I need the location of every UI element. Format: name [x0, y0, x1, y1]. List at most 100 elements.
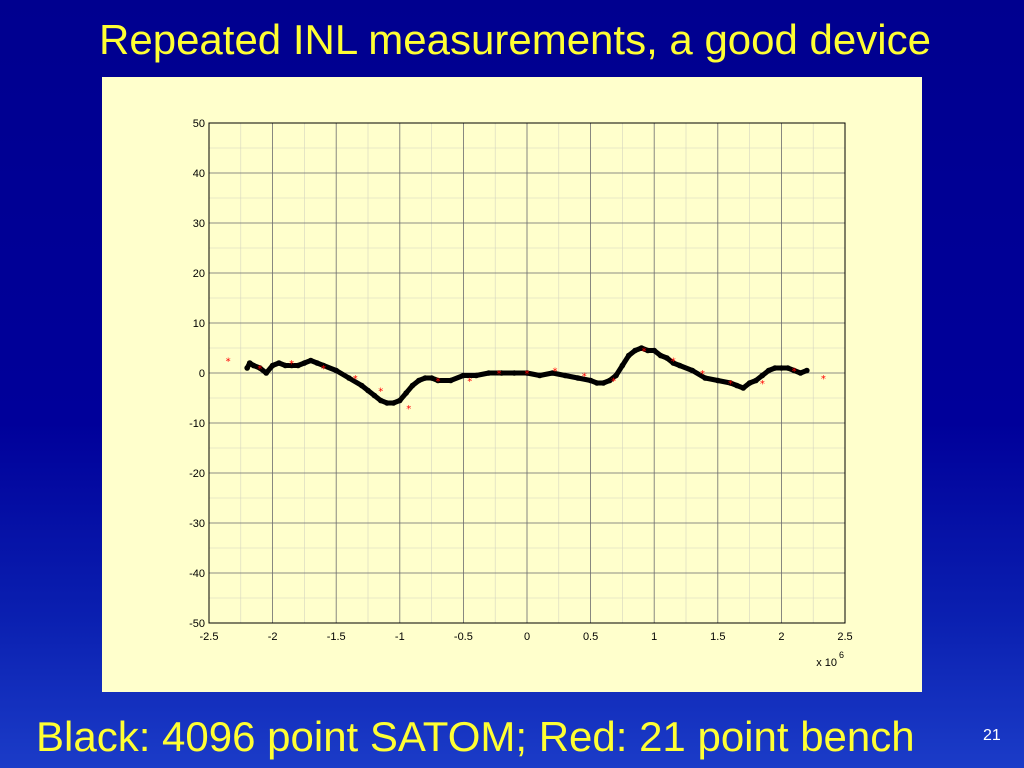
black-series-point — [447, 377, 454, 384]
black-series-point — [791, 367, 797, 374]
y-tick-label: 0 — [199, 368, 205, 380]
black-series-point — [288, 362, 295, 369]
red-series-point: * — [226, 357, 231, 368]
red-series-point: * — [289, 359, 294, 370]
y-tick-label: 20 — [193, 268, 205, 280]
inl-chart: -2.5 -2 -1.5 -1 -0.5 0 0.5 1 1.5 2 2.5 50 40 30 20 10 0 -… — [189, 118, 853, 669]
black-series-point — [365, 387, 371, 394]
x-tick-label: -2.5 — [200, 631, 219, 643]
red-series-point: * — [321, 364, 326, 375]
black-series-point — [371, 392, 378, 399]
x-tick-label: -0.5 — [454, 631, 473, 643]
red-series-point: * — [642, 347, 647, 358]
black-series-point — [263, 370, 270, 376]
black-series-point — [613, 372, 619, 379]
red-series-point: * — [497, 369, 502, 380]
black-series-point — [390, 400, 397, 406]
x-tick-label: 0 — [524, 631, 530, 643]
red-series-point: * — [792, 367, 797, 378]
page-number: 21 — [983, 727, 1001, 744]
black-series-point — [804, 367, 810, 374]
x-exponent-label: x 10 — [816, 657, 837, 669]
black-series-point — [753, 377, 759, 384]
y-tick-label: -40 — [189, 568, 205, 580]
x-tick-label: -1 — [395, 631, 405, 643]
black-series-point — [778, 365, 785, 371]
black-series-point — [740, 385, 747, 391]
red-series-point: * — [728, 379, 733, 390]
black-series-point — [664, 355, 670, 361]
black-series-point — [473, 372, 479, 379]
red-series-point: * — [611, 377, 616, 388]
red-series-point: * — [700, 369, 705, 380]
red-series-point: * — [435, 377, 440, 388]
black-series-point — [587, 377, 594, 384]
slide-caption: Black: 4096 point SATOM; Red: 21 point b… — [36, 713, 915, 760]
black-series-point — [524, 370, 530, 376]
x-tick-label: 2.5 — [837, 631, 852, 643]
y-tick-label: -20 — [189, 468, 205, 480]
y-tick-label: -30 — [189, 518, 205, 530]
black-series-point — [632, 347, 638, 354]
black-series-point — [676, 362, 683, 369]
black-series-point — [403, 390, 409, 396]
black-series-point — [416, 377, 422, 384]
black-series-point — [250, 362, 257, 369]
black-series-point — [397, 397, 403, 404]
black-series-point — [422, 375, 429, 381]
black-series-point — [358, 382, 365, 389]
black-series-point — [301, 360, 308, 366]
black-series-point — [409, 382, 416, 389]
x-tick-label: 1 — [651, 631, 657, 643]
black-series-point — [797, 370, 804, 376]
black-series-point — [384, 400, 390, 406]
red-series-point: * — [760, 379, 765, 390]
y-tick-label: 50 — [193, 118, 205, 130]
black-series-point — [314, 360, 320, 366]
black-series-point — [486, 370, 492, 376]
black-series-point — [746, 380, 753, 386]
black-series-point — [619, 362, 626, 369]
black-series-point — [702, 375, 708, 381]
black-series-point — [307, 357, 314, 364]
black-series-point — [734, 382, 740, 389]
x-tick-label: 1.5 — [710, 631, 725, 643]
black-series-point — [549, 370, 556, 376]
red-series-point: * — [525, 369, 530, 380]
black-series-point — [498, 370, 505, 376]
red-series-point: * — [552, 367, 557, 378]
black-series-point — [295, 362, 301, 369]
black-series-point — [670, 360, 677, 366]
black-series-point — [689, 367, 696, 374]
y-tick-label: 30 — [193, 218, 205, 230]
black-series-point — [244, 365, 250, 371]
black-series-point — [435, 377, 441, 384]
black-series-point — [276, 360, 282, 366]
black-series-point — [727, 380, 734, 386]
red-series-point: * — [406, 404, 411, 415]
black-series-point — [460, 372, 467, 379]
black-series-point — [428, 375, 435, 381]
black-series-point — [784, 365, 791, 371]
plot-panel: -2.5 -2 -1.5 -1 -0.5 0 0.5 1 1.5 2 2.5 50 40 30 20 10 0 -… — [102, 77, 922, 692]
black-series-point — [320, 362, 327, 369]
black-series-point — [765, 367, 772, 374]
y-tick-label: -50 — [189, 618, 205, 630]
slide-title: Repeated INL measurements, a good device — [99, 16, 931, 63]
x-tick-label: -2 — [268, 631, 278, 643]
y-tick-label: -10 — [189, 418, 205, 430]
red-series-point: * — [821, 374, 826, 385]
black-series-point — [346, 375, 352, 381]
black-series-point — [759, 372, 766, 379]
black-series-point — [657, 352, 664, 359]
black-series-point — [645, 347, 651, 354]
black-series-point — [282, 362, 289, 369]
y-tick-label: 10 — [193, 318, 205, 330]
x-tick-label: 0.5 — [583, 631, 598, 643]
y-tick-label: 40 — [193, 168, 205, 180]
black-series-point — [333, 367, 339, 374]
black-series-point — [269, 362, 276, 369]
red-series-point: * — [353, 374, 358, 385]
black-series-point — [772, 365, 778, 371]
black-series-point — [594, 380, 600, 386]
